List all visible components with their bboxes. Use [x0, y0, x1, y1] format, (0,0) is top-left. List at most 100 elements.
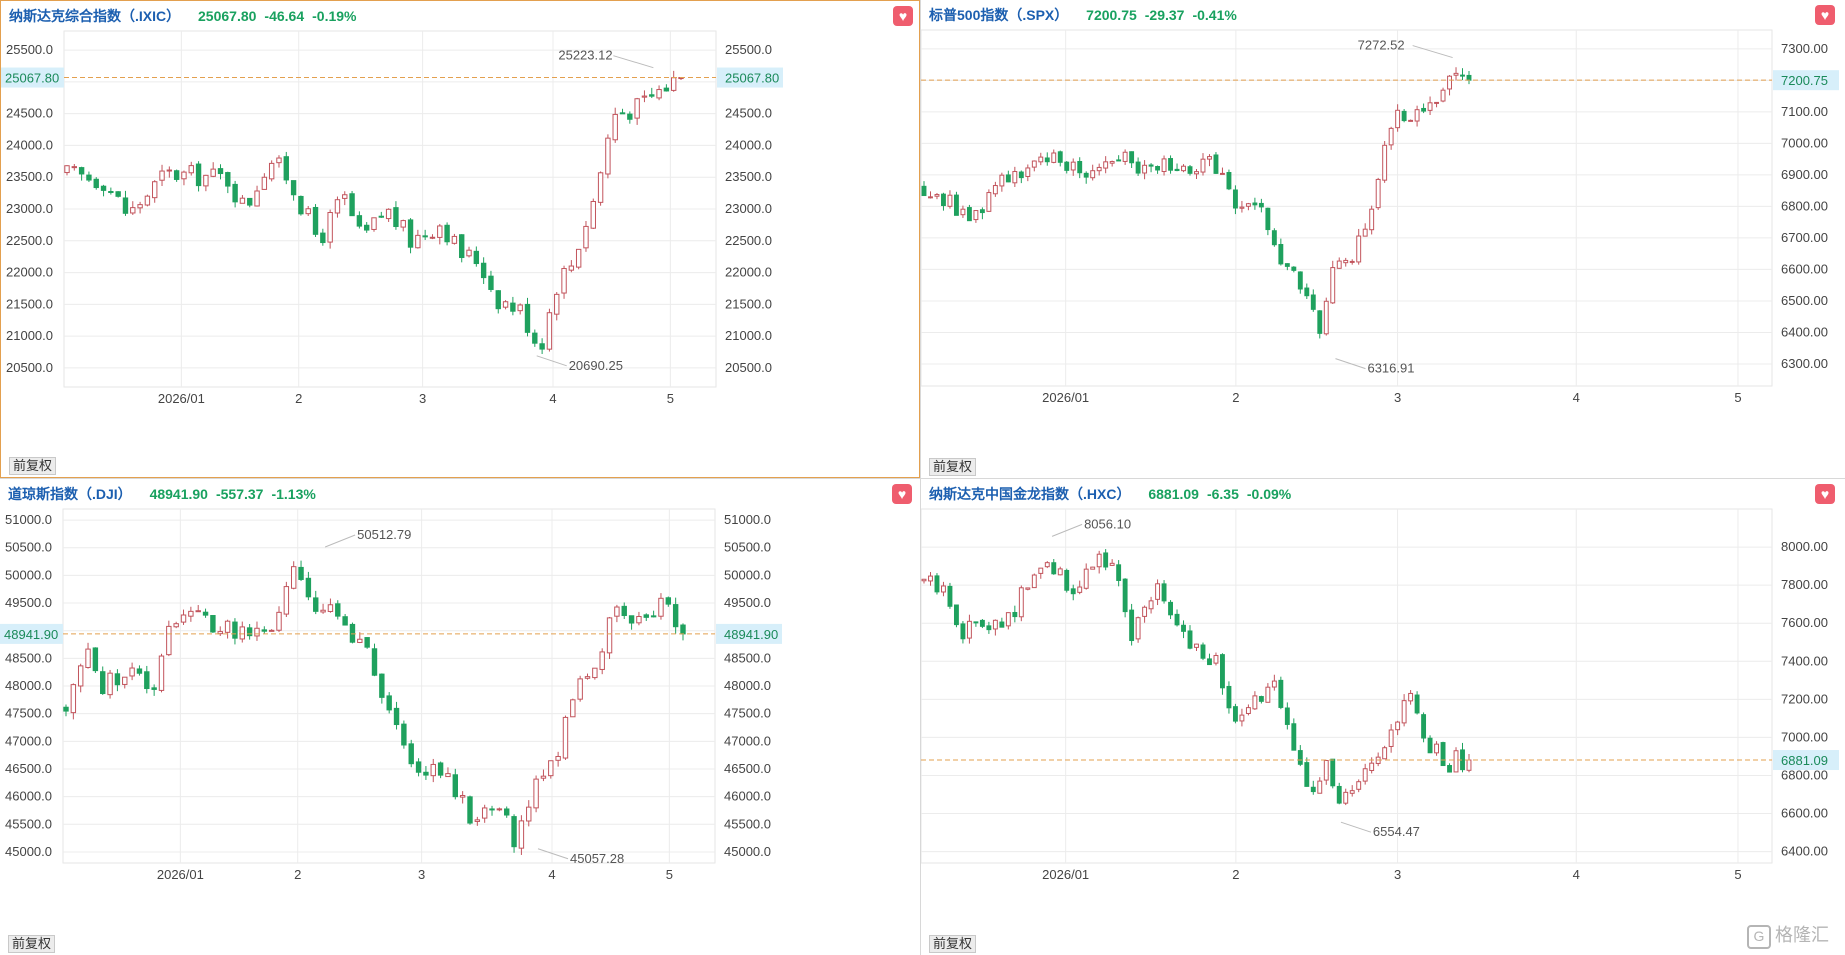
candle-body [474, 819, 481, 822]
candle-body [1336, 260, 1342, 269]
y-tick-label-right: 7800.00 [1781, 577, 1828, 592]
x-tick-label: 3 [418, 867, 425, 882]
y-tick-label-left: 50000.0 [5, 567, 52, 582]
candle-body [158, 655, 165, 691]
candle-body [1297, 750, 1303, 765]
y-tick-label-right: 23500.0 [725, 169, 772, 184]
index-name: 标普500指数（.SPX） [929, 7, 1069, 23]
candle-body [1103, 552, 1109, 568]
candle-body [518, 820, 525, 849]
y-tick-label-right: 22500.0 [725, 233, 772, 248]
candle-body [393, 207, 399, 228]
heart-icon[interactable]: ♥ [892, 484, 912, 504]
candle-body [973, 621, 979, 624]
candle-body [290, 180, 297, 196]
candle-body [510, 302, 516, 312]
candle-body [1122, 578, 1128, 613]
heart-icon[interactable]: ♥ [893, 6, 913, 26]
candle-body [1116, 564, 1122, 581]
candle-body [1323, 300, 1329, 335]
y-tick-label-right: 48000.0 [724, 678, 771, 693]
candle-body [1116, 159, 1122, 162]
candlestick-chart: 6400.00 6600.00 6800.00 7000.00 7200.00 7400.… [921, 508, 1839, 882]
index-change: -6.35 [1206, 486, 1239, 502]
candle-body [1408, 119, 1414, 122]
chart-panel-hxc[interactable]: 纳斯达克中国金龙指数（.HXC） 6881.09 -6.35 -0.09% ♥ 64… [921, 479, 1845, 955]
candle-body [276, 157, 282, 164]
candle-body [1057, 151, 1063, 163]
candle-body [960, 623, 966, 640]
y-tick-label-right: 8000.00 [1781, 539, 1828, 554]
candlestick-chart: 20500.0 20500.0 21000.0 21000.0 21500.0 21500… [1, 30, 783, 406]
candle-body [921, 578, 927, 582]
candle-body [568, 265, 575, 271]
candle-body [1044, 157, 1050, 163]
y-tick-label-right: 6600.00 [1781, 806, 1828, 821]
candle-body [451, 235, 458, 244]
high-leader [613, 55, 654, 69]
y-tick-label-left: 23000.0 [6, 201, 53, 216]
candle-body [656, 89, 662, 99]
adjust-mode-button[interactable]: 前复权 [9, 457, 57, 475]
candle-body [1395, 109, 1401, 129]
candle-body [1031, 160, 1037, 168]
candle-body [1427, 737, 1433, 754]
candle-body [1005, 174, 1011, 183]
chart-panel-spx[interactable]: 标普500指数（.SPX） 7200.75 -29.37 -0.41% ♥ 6300… [921, 0, 1845, 478]
candle-body [335, 603, 341, 617]
candle-body [202, 611, 209, 616]
candle-body [1226, 685, 1232, 709]
y-tick-label-left: 21500.0 [6, 296, 53, 311]
panel-header: 道琼斯指数（.DJI） 48941.90 -557.37 -1.13% [8, 484, 324, 504]
panel-header: 标普500指数（.SPX） 7200.75 -29.37 -0.41% [929, 5, 1245, 25]
candle-body [1012, 171, 1018, 184]
chart-panel-dji[interactable]: 道琼斯指数（.DJI） 48941.90 -557.37 -1.13% ♥ 4500… [0, 479, 920, 955]
candle-body [1129, 151, 1135, 164]
candle-body [166, 169, 173, 172]
candle-body [1220, 172, 1225, 175]
candle-body [1369, 208, 1375, 231]
candle-body [1356, 235, 1362, 263]
candle-body [268, 162, 275, 180]
adjust-mode-button[interactable]: 前复权 [8, 935, 56, 953]
candle-body [1414, 694, 1420, 714]
candle-body [986, 192, 992, 212]
y-tick-label-right: 22000.0 [725, 265, 772, 280]
candle-body [1362, 228, 1368, 237]
candle-body [1051, 152, 1057, 163]
price-tag-right-bg [716, 623, 782, 644]
candles [921, 67, 1472, 339]
candle-body [210, 615, 216, 633]
adjust-mode-button[interactable]: 前复权 [929, 935, 977, 953]
chart-panel-ixic[interactable]: 纳斯达克综合指数（.IXIC） 25067.80 -46.64 -0.19% ♥ 2… [0, 0, 920, 478]
candle-body [1388, 127, 1394, 146]
heart-icon[interactable]: ♥ [1815, 484, 1835, 504]
candle-body [979, 209, 985, 214]
x-tick-label: 5 [1734, 867, 1741, 882]
candle-body [173, 170, 180, 180]
price-tag-left: 25067.80 [5, 71, 59, 86]
candle-body [1025, 587, 1031, 590]
candle-body [349, 623, 356, 643]
y-tick-label-left: 21000.0 [6, 328, 53, 343]
heart-icon[interactable]: ♥ [1815, 5, 1835, 25]
candle-body [489, 808, 495, 811]
high-label: 8056.10 [1084, 516, 1131, 531]
x-tick-label: 2026/01 [1042, 867, 1089, 882]
y-tick-label-left: 46000.0 [5, 789, 52, 804]
adjust-mode-button[interactable]: 前复权 [929, 458, 977, 476]
candle-body [680, 624, 686, 635]
candle-body [334, 199, 341, 214]
high-leader [324, 534, 356, 548]
candle-body [1070, 588, 1076, 595]
x-tick-label: 4 [1573, 390, 1580, 405]
candle-body [342, 194, 348, 199]
candle-body [152, 181, 158, 199]
candle-body [1135, 161, 1141, 174]
candle-body [1284, 707, 1290, 725]
candle-body [1291, 723, 1297, 751]
candle-body [70, 684, 77, 714]
candle-body [217, 168, 224, 175]
candle-body [386, 695, 392, 711]
candle-body [71, 166, 78, 169]
